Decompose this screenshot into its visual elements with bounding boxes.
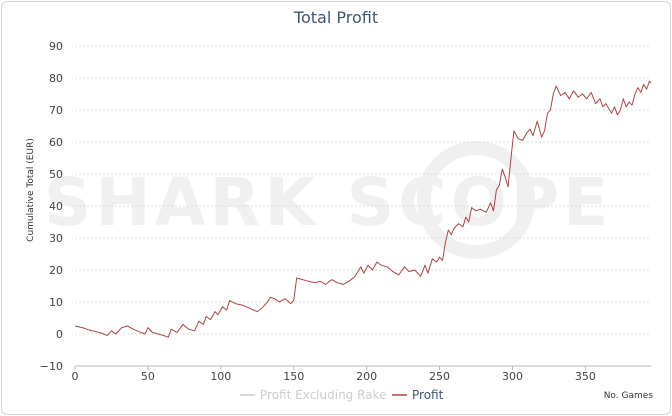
- legend: Profit Excluding Rake Profit: [240, 388, 444, 402]
- x-tick-label: 0: [72, 370, 79, 383]
- x-tick-label: 250: [429, 370, 450, 383]
- watermark: SHARK SCOPE: [44, 141, 608, 259]
- series-line-profit: [74, 80, 652, 338]
- y-axis-label: Cumulative Total (EUR): [26, 138, 36, 242]
- y-tick-label: 20: [49, 264, 63, 277]
- legend-label: Profit Excluding Rake: [260, 388, 386, 402]
- y-tick-label: 0: [56, 328, 63, 341]
- legend-label: Profit: [412, 388, 444, 402]
- x-tick-label: 300: [502, 370, 523, 383]
- x-tick-label: 200: [356, 370, 377, 383]
- y-tick-label: 50: [49, 168, 63, 181]
- y-tick-label: 80: [49, 72, 63, 85]
- x-tick-label: 50: [141, 370, 155, 383]
- x-tick-label: 350: [575, 370, 596, 383]
- y-tick-label: 60: [49, 136, 63, 149]
- x-axis: 0 50 100 150 200 250 300 350: [72, 365, 651, 383]
- y-tick-label: 10: [49, 296, 63, 309]
- y-tick-label: 70: [49, 104, 63, 117]
- legend-item-profit-excluding-rake[interactable]: Profit Excluding Rake: [240, 388, 386, 402]
- legend-item-profit[interactable]: Profit: [392, 388, 444, 402]
- x-tick-label: 100: [210, 370, 231, 383]
- y-tick-label: −10: [40, 360, 63, 373]
- y-tick-label: 90: [49, 40, 63, 53]
- y-tick-label: 40: [49, 200, 63, 213]
- x-tick-label: 150: [283, 370, 304, 383]
- y-tick-label: 30: [49, 232, 63, 245]
- series-layer: [74, 80, 652, 338]
- chart-title: Total Profit: [293, 8, 379, 27]
- watermark-crosshair-icon: [417, 141, 535, 259]
- y-axis: −10 0 10 20 30 40 50 60 70 80 90: [40, 40, 63, 373]
- x-axis-label: No. Games: [604, 391, 654, 401]
